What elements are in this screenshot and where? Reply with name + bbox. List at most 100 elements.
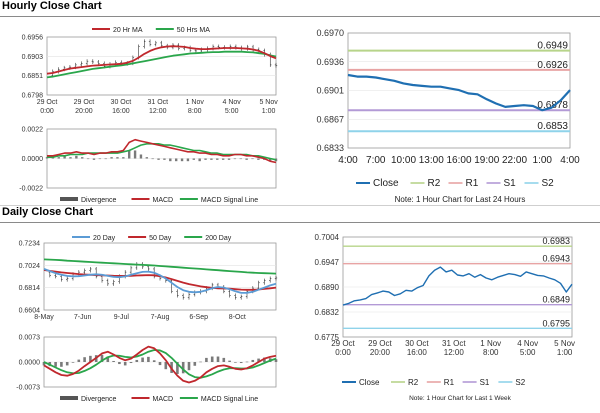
divergence-bar bbox=[181, 362, 185, 374]
heading-rule bbox=[0, 222, 600, 223]
x-tick-label: 29 Oct bbox=[37, 99, 58, 106]
x-tick-label: 7:00 bbox=[366, 155, 386, 166]
y-tick-label: 0.6970 bbox=[316, 28, 344, 38]
x-tick-label: 12:00 bbox=[149, 108, 167, 115]
x-tick-label: 16:00 bbox=[407, 348, 428, 357]
y-tick-label: 0.6775 bbox=[315, 333, 340, 342]
x-tick-label: 8:00 bbox=[188, 108, 202, 115]
divergence-bar bbox=[210, 356, 214, 362]
divergence-bar bbox=[257, 158, 260, 160]
divergence-bar bbox=[42, 362, 46, 366]
x-tick-label: 20:00 bbox=[75, 108, 93, 115]
divergence-bar bbox=[65, 362, 69, 366]
x-tick-label: 8-May bbox=[34, 314, 54, 321]
x-tick-label: 29 Oct bbox=[368, 339, 392, 348]
divergence-bar bbox=[152, 360, 156, 362]
x-tick-label: 30 Oct bbox=[405, 339, 429, 348]
divergence-bar bbox=[192, 158, 195, 160]
x-tick-label: 5 Nov bbox=[259, 99, 278, 106]
divergence-bar bbox=[199, 361, 202, 363]
ma-20-line bbox=[46, 45, 277, 75]
divergence-bar bbox=[268, 158, 272, 162]
legend-label: 50 Day bbox=[149, 235, 172, 242]
y-tick-label: 0.6851 bbox=[22, 73, 44, 80]
x-tick-label: 29 Oct bbox=[331, 339, 355, 348]
legend-label: MACD Signal Line bbox=[201, 197, 258, 204]
x-tick-label: 7-Jun bbox=[74, 314, 92, 321]
x-tick-label: 5:00 bbox=[520, 348, 536, 357]
y-tick-label: 0.6936 bbox=[316, 57, 344, 67]
divergence-bar bbox=[239, 158, 242, 160]
x-tick-label: 16:00 bbox=[112, 108, 130, 115]
divergence-bar bbox=[234, 362, 237, 363]
chart-note: Note: 1 Hour Chart for Last 1 Week bbox=[409, 395, 512, 402]
divergence-bar bbox=[57, 157, 60, 159]
divergence-bar bbox=[100, 354, 104, 362]
y-tick-label: 0.7004 bbox=[315, 233, 340, 242]
legend-label: S1 bbox=[480, 378, 490, 387]
x-tick-label: 31 Oct bbox=[147, 99, 168, 106]
divergence-bar bbox=[251, 158, 254, 160]
divergence-bar bbox=[169, 158, 172, 162]
divergence-bar bbox=[251, 359, 255, 362]
legend-label: S2 bbox=[542, 178, 555, 189]
divergence-bar bbox=[198, 158, 201, 162]
y-tick-label: 0.6890 bbox=[315, 283, 340, 292]
divergence-bar bbox=[89, 355, 92, 362]
divergence-bar bbox=[139, 154, 143, 159]
legend-label: 20 Day bbox=[93, 235, 116, 242]
x-tick-label: 4:00 bbox=[560, 155, 580, 166]
divergence-bar bbox=[75, 155, 78, 159]
macd-line bbox=[47, 138, 277, 164]
legend-label: MACD bbox=[153, 396, 174, 403]
divergence-bar bbox=[176, 362, 179, 374]
x-tick-label: 5:00 bbox=[225, 108, 239, 115]
legend-swatch bbox=[60, 197, 78, 201]
divergence-bar bbox=[54, 362, 57, 367]
divergence-bar bbox=[239, 362, 243, 364]
divergence-bar bbox=[135, 359, 139, 362]
divergence-bar bbox=[174, 158, 178, 162]
x-tick-label: 1:00 bbox=[262, 108, 276, 115]
divergence-bar bbox=[180, 158, 184, 162]
y-tick-label: 0.6832 bbox=[315, 308, 340, 317]
x-tick-label: 20:00 bbox=[370, 348, 391, 357]
divergence-bar bbox=[204, 158, 207, 160]
x-tick-label: 13:00 bbox=[419, 155, 444, 166]
divergence-bar bbox=[83, 357, 86, 362]
divergence-bar bbox=[147, 356, 150, 362]
y-tick-label: 0.7234 bbox=[19, 240, 41, 247]
divergence-bar bbox=[245, 361, 249, 363]
x-tick-label: 5 Nov bbox=[554, 339, 575, 348]
divergence-bar bbox=[274, 158, 278, 162]
divergence-bar bbox=[106, 356, 110, 362]
divergence-bar bbox=[98, 158, 102, 160]
divergence-bar bbox=[164, 362, 168, 370]
legend-label: Close bbox=[359, 378, 380, 387]
section-divider bbox=[0, 205, 600, 206]
level-label-s1: 0.6849 bbox=[542, 295, 570, 305]
y-tick-label: 0.6956 bbox=[22, 34, 44, 41]
level-label-r1: 0.6943 bbox=[542, 254, 570, 264]
divergence-bar bbox=[263, 357, 266, 362]
heading-rule bbox=[0, 16, 600, 17]
divergence-bar bbox=[129, 362, 133, 364]
y-tick-label: 0.6814 bbox=[19, 285, 41, 292]
divergence-bar bbox=[60, 362, 63, 367]
divergence-bar bbox=[221, 158, 225, 160]
divergence-bar bbox=[112, 360, 115, 362]
x-tick-label: 1 Nov bbox=[480, 339, 501, 348]
close-line bbox=[342, 266, 573, 306]
level-label-s2: 0.6795 bbox=[542, 318, 570, 328]
y-tick-label: 0.0000 bbox=[22, 156, 44, 163]
legend-label: R2 bbox=[408, 378, 419, 387]
x-tick-label: 4:00 bbox=[338, 155, 358, 166]
legend-label: Divergence bbox=[81, 197, 117, 204]
divergence-bar bbox=[133, 150, 137, 159]
x-tick-label: 19:00 bbox=[474, 155, 499, 166]
divergence-bar bbox=[186, 158, 190, 162]
divergence-bar bbox=[205, 357, 208, 362]
x-tick-label: 4 Nov bbox=[517, 339, 538, 348]
hourly-close-chart-heading: Hourly Close Chart bbox=[2, 0, 102, 12]
divergence-bar bbox=[216, 158, 219, 160]
